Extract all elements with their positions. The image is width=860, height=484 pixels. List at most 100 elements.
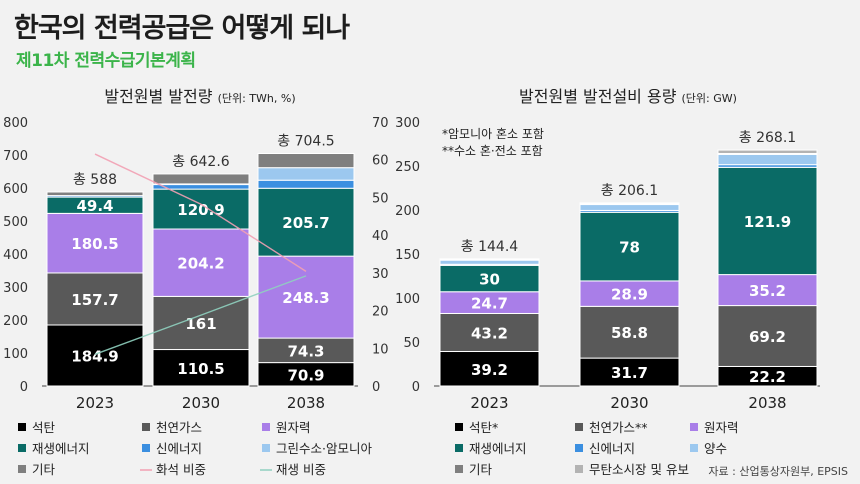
bar-segment-other bbox=[46, 191, 144, 197]
bar-value-label: 161 bbox=[185, 315, 216, 333]
bar-segment-renewable bbox=[439, 264, 540, 293]
bar-segment-green_hydrogen bbox=[257, 167, 355, 181]
x-tick-label: 2038 bbox=[287, 394, 325, 412]
y-tick-label: 100 bbox=[3, 347, 28, 362]
y2-tick-label: 60 bbox=[372, 154, 389, 169]
y-tick-label: 300 bbox=[395, 116, 420, 131]
legend-label: 원자력 bbox=[704, 420, 739, 435]
legend-label: 천연가스** bbox=[589, 420, 648, 435]
y-tick-label: 200 bbox=[395, 204, 420, 219]
y-tick-label: 300 bbox=[3, 281, 28, 296]
legend-label: 양수 bbox=[704, 441, 727, 456]
bar-segment-coal bbox=[46, 324, 144, 387]
legend-label: 석탄 bbox=[32, 420, 56, 435]
bar-value-label: 184.9 bbox=[71, 347, 118, 365]
bar-value-label: 110.5 bbox=[177, 360, 224, 378]
source-note: 자료 : 산업통상자원부, EPSIS bbox=[708, 465, 848, 478]
legend-swatch-gas bbox=[142, 423, 150, 431]
bar-segment-gas bbox=[439, 312, 540, 353]
bar-value-label: 49.4 bbox=[76, 197, 113, 215]
bar-segment-new_energy bbox=[257, 179, 355, 189]
bar-segment-coal bbox=[579, 357, 680, 387]
ratio-line-renewable_ratio bbox=[94, 275, 307, 355]
legend-swatch-new_energy bbox=[575, 444, 583, 452]
legend-swatch-nuclear bbox=[690, 423, 698, 431]
legend-label: 신에너지 bbox=[156, 441, 202, 456]
bar-value-label: 30 bbox=[479, 271, 500, 289]
y2-tick-label: 50 bbox=[372, 191, 389, 206]
bar-value-label: 31.7 bbox=[611, 364, 648, 382]
bar-segment-nuclear bbox=[579, 280, 680, 307]
legend-label: 기타 bbox=[469, 462, 493, 477]
bar-value-label: 58.8 bbox=[611, 324, 648, 342]
y-tick-label: 0 bbox=[412, 380, 420, 395]
chart-title-text: 발전원별 발전설비 용량 bbox=[519, 87, 681, 106]
bar-value-label: 35.2 bbox=[749, 282, 786, 300]
legend-swatch-coal bbox=[455, 423, 463, 431]
chart-title: 발전원별 발전량 (단위: TWh, %) bbox=[104, 87, 295, 106]
y-tick-label: 100 bbox=[395, 292, 420, 307]
bar-segment-pumped bbox=[439, 259, 540, 265]
bar-segment-carbon_free bbox=[579, 202, 680, 205]
bar-value-label: 69.2 bbox=[749, 328, 786, 346]
chart-title-text: 발전원별 발전량 bbox=[104, 87, 217, 106]
legend-swatch-new_energy bbox=[142, 444, 150, 452]
legend-label: 그린수소·암모니아 bbox=[276, 441, 372, 456]
bar-value-label: 70.9 bbox=[287, 366, 324, 384]
bar-segment-gas bbox=[717, 305, 818, 367]
legend-label: 재생에너지 bbox=[32, 441, 90, 456]
bar-segment-coal bbox=[152, 349, 250, 387]
bar-segment-gas bbox=[579, 305, 680, 359]
legend-label: 재생 비중 bbox=[276, 462, 326, 477]
legend-label: 화석 비중 bbox=[156, 462, 206, 477]
x-tick-label: 2023 bbox=[76, 394, 114, 412]
y2-tick-label: 70 bbox=[372, 116, 389, 131]
bar-segment-coal bbox=[439, 351, 540, 387]
bar-segment-nuclear bbox=[717, 274, 818, 307]
y-tick-label: 50 bbox=[403, 336, 420, 351]
bar-segment-other bbox=[152, 173, 250, 185]
bar-segment-renewable bbox=[152, 188, 250, 230]
legend-label: 천연가스 bbox=[156, 420, 202, 435]
legend-label: 기타 bbox=[32, 462, 56, 477]
legend-swatch-renewable bbox=[455, 444, 463, 452]
bar-value-label: 74.3 bbox=[287, 342, 324, 360]
legend-swatch-other bbox=[455, 465, 463, 473]
y-tick-label: 250 bbox=[395, 160, 420, 175]
ratio-line-thermal_ratio bbox=[94, 153, 307, 272]
legend-label: 재생에너지 bbox=[469, 441, 527, 456]
bar-value-label: 248.3 bbox=[282, 289, 329, 307]
bar-total-label: 총 704.5 bbox=[277, 134, 334, 150]
bar-total-label: 총 642.6 bbox=[172, 154, 230, 170]
bar-value-label: 28.9 bbox=[611, 286, 648, 304]
bar-value-label: 22.2 bbox=[749, 368, 786, 386]
bar-segment-other bbox=[257, 153, 355, 169]
x-tick-label: 2038 bbox=[748, 394, 786, 412]
bar-value-label: 78 bbox=[619, 239, 640, 257]
y-tick-label: 150 bbox=[395, 248, 420, 263]
page-title: 한국의 전력공급은 어떻게 되나 bbox=[14, 13, 350, 44]
bar-segment-renewable bbox=[717, 166, 818, 276]
chart-unit: (단위: TWh, %) bbox=[218, 92, 296, 105]
bar-segment-renewable bbox=[579, 211, 680, 282]
y-tick-label: 0 bbox=[20, 380, 28, 395]
bar-segment-carbon_free bbox=[717, 149, 818, 155]
x-tick-label: 2030 bbox=[610, 394, 648, 412]
legend-swatch-carbon_free bbox=[575, 465, 583, 473]
y2-tick-label: 20 bbox=[372, 305, 389, 320]
y-tick-label: 600 bbox=[3, 182, 28, 197]
y2-tick-label: 30 bbox=[372, 267, 389, 282]
bar-total-label: 총 268.1 bbox=[739, 130, 796, 146]
x-tick-label: 2030 bbox=[182, 394, 220, 412]
legend-label: 원자력 bbox=[276, 420, 311, 435]
y-tick-label: 400 bbox=[3, 248, 28, 263]
bar-segment-pumped bbox=[579, 204, 680, 211]
legend-label: 석탄* bbox=[469, 420, 498, 435]
bar-value-label: 157.7 bbox=[71, 291, 118, 309]
y-tick-label: 500 bbox=[3, 215, 28, 230]
bar-segment-renewable bbox=[257, 187, 355, 257]
y-tick-label: 800 bbox=[3, 116, 28, 131]
bar-value-label: 24.7 bbox=[471, 295, 508, 313]
legend-swatch-pumped bbox=[690, 444, 698, 452]
